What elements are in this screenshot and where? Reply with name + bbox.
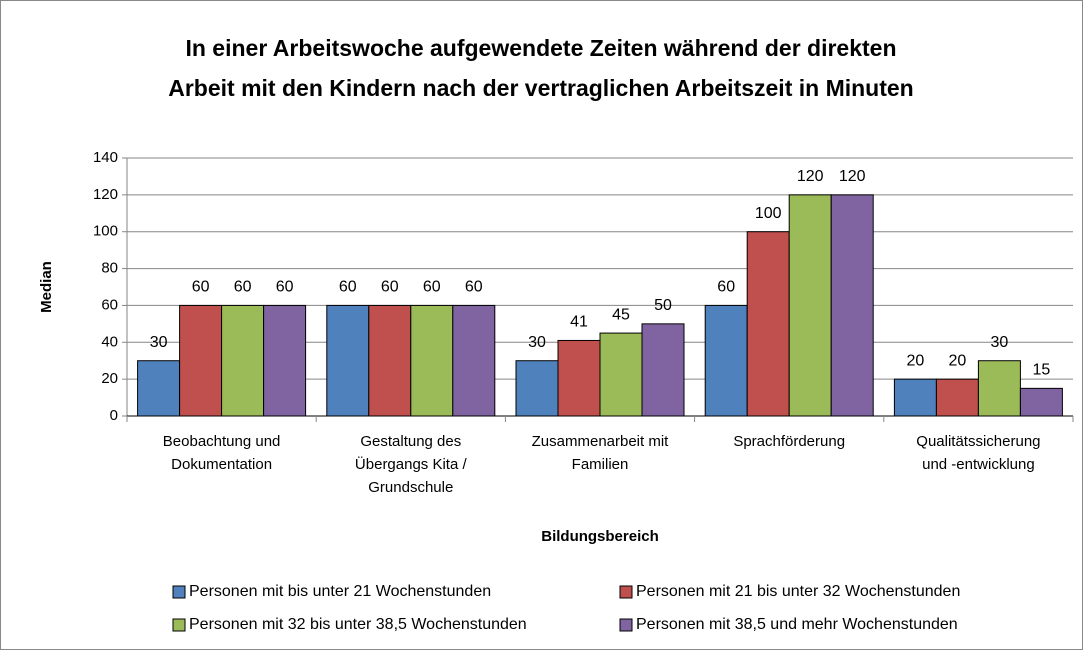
x-axis-label: Bildungsbereich (541, 528, 659, 545)
data-label: 60 (234, 279, 252, 296)
y-tick-label: 80 (101, 260, 118, 277)
y-axis-label: Median (38, 261, 55, 313)
data-label: 60 (381, 279, 399, 296)
chart-title: Arbeit mit den Kindern nach der vertragl… (168, 75, 913, 101)
data-label: 20 (907, 352, 925, 369)
legend-swatch (619, 585, 633, 599)
data-label: 120 (839, 168, 866, 185)
legend-swatch (172, 585, 186, 599)
legend-label: Personen mit bis unter 21 Wochenstunden (189, 583, 491, 600)
x-tick-label: Familien (572, 456, 629, 473)
data-label: 60 (423, 279, 441, 296)
x-tick-label: Sprachförderung (733, 433, 845, 450)
bar (368, 304, 412, 417)
x-tick-label: Dokumentation (171, 456, 272, 473)
data-label: 60 (717, 279, 735, 296)
data-label: 60 (339, 279, 357, 296)
x-tick-label: Übergangs Kita / (355, 455, 468, 473)
legend-label: Personen mit 38,5 und mehr Wochenstunden (636, 616, 958, 633)
bar (557, 339, 601, 417)
x-tick-label: Grundschule (368, 479, 453, 496)
bar (515, 360, 559, 417)
data-label: 60 (192, 279, 210, 296)
bar (452, 304, 496, 417)
data-label: 30 (528, 334, 546, 351)
bar (641, 323, 685, 417)
bar (599, 332, 643, 417)
y-tick-label: 40 (101, 333, 118, 350)
data-label: 100 (755, 205, 782, 222)
bar (326, 304, 370, 417)
y-tick-label: 120 (93, 186, 118, 203)
x-tick-label: Zusammenarbeit mit (532, 433, 670, 450)
data-label: 30 (991, 334, 1009, 351)
bar (137, 360, 181, 417)
y-tick-label: 20 (101, 370, 118, 387)
bar (704, 304, 748, 417)
bar (263, 304, 307, 417)
bar (746, 231, 790, 417)
data-label: 30 (150, 334, 168, 351)
legend-label: Personen mit 32 bis unter 38,5 Wochenstu… (189, 616, 527, 633)
x-tick-label: Qualitätssicherung (916, 433, 1040, 450)
bar (179, 304, 223, 417)
chart-title: In einer Arbeitswoche aufgewendete Zeite… (185, 35, 896, 61)
data-label: 45 (612, 306, 630, 323)
bar (977, 360, 1021, 417)
bar (788, 194, 832, 417)
y-tick-label: 140 (93, 149, 118, 166)
bar (1019, 387, 1063, 417)
bar (221, 304, 265, 417)
y-tick-label: 60 (101, 296, 118, 313)
y-tick-label: 100 (93, 223, 118, 240)
data-label: 15 (1033, 362, 1051, 379)
data-label: 60 (276, 279, 294, 296)
x-tick-label: Beobachtung und (163, 433, 281, 450)
data-label: 120 (797, 168, 824, 185)
data-label: 50 (654, 297, 672, 314)
x-tick-label: Gestaltung des (360, 433, 461, 450)
bar (830, 194, 874, 417)
data-label: 60 (465, 279, 483, 296)
bar (935, 378, 979, 417)
bar (893, 378, 937, 417)
legend-swatch (172, 618, 186, 632)
y-tick-label: 0 (110, 407, 118, 424)
data-label: 20 (949, 352, 967, 369)
x-tick-label: und -entwicklung (922, 456, 1035, 473)
bar (410, 304, 454, 417)
legend-label: Personen mit 21 bis unter 32 Wochenstund… (636, 583, 960, 600)
data-label: 41 (570, 314, 588, 331)
legend-swatch (619, 618, 633, 632)
